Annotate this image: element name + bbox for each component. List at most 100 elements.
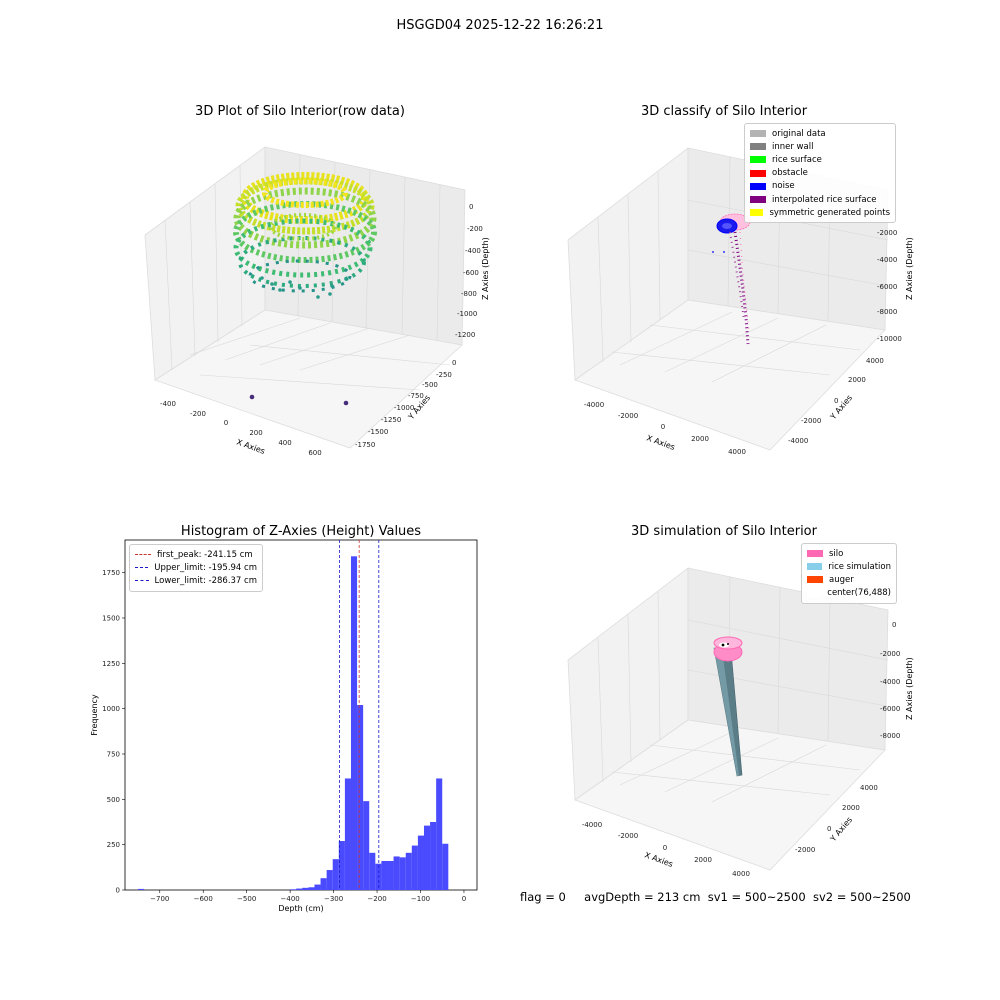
histogram-bar bbox=[381, 860, 388, 890]
p4-ytick: 0 bbox=[827, 825, 831, 833]
p2-xtick: 2000 bbox=[691, 435, 709, 443]
legend-line bbox=[135, 554, 151, 556]
panel1-axes-box bbox=[144, 146, 466, 449]
panel2-points bbox=[712, 213, 751, 345]
p1-ztick: -200 bbox=[467, 225, 483, 233]
histogram-bar bbox=[320, 878, 327, 890]
histogram-y-tick-label: 250 bbox=[107, 841, 120, 849]
p2-ytick: -2000 bbox=[801, 417, 821, 425]
histogram-bar bbox=[436, 778, 443, 890]
p2-xlabel: X Axies bbox=[645, 433, 676, 452]
histogram-bar bbox=[430, 821, 437, 890]
histogram-y-tick-label: 500 bbox=[107, 796, 120, 804]
legend-line bbox=[135, 580, 149, 582]
legend-entry: Upper_limit: -195.94 cm bbox=[135, 561, 257, 574]
histogram-y-ticks: 0 250 500 750 1000 1250 1500 1750 bbox=[102, 569, 125, 895]
legend-swatch bbox=[807, 589, 822, 597]
legend-swatch bbox=[807, 550, 823, 558]
histogram-bar bbox=[296, 888, 303, 890]
p1-ztick: -400 bbox=[465, 247, 481, 255]
panel1-title: 3D Plot of Silo Interior(row data) bbox=[195, 104, 405, 119]
p2-ztick: -8000 bbox=[877, 308, 897, 316]
legend-entry: auger bbox=[807, 573, 891, 586]
histogram-bar bbox=[393, 856, 400, 890]
histogram-bar bbox=[338, 841, 345, 890]
histogram-bar bbox=[290, 889, 297, 890]
p4-xtick: -2000 bbox=[618, 832, 638, 840]
status-flag: flag = 0 bbox=[520, 890, 566, 904]
panel4-title: 3D simulation of Silo Interior bbox=[631, 524, 817, 539]
p1-ytick: -1750 bbox=[355, 441, 375, 449]
legend-swatch bbox=[750, 169, 766, 177]
histogram-bar bbox=[423, 825, 431, 890]
histogram-bar bbox=[350, 556, 358, 890]
legend-swatch bbox=[807, 576, 823, 584]
p2-ytick: -4000 bbox=[788, 437, 808, 445]
legend-entry: first_peak: -241.15 cm bbox=[135, 548, 257, 561]
legend-entry: inner wall bbox=[750, 140, 890, 153]
panel4-simulation bbox=[713, 636, 743, 777]
histogram-x-tick-label: 0 bbox=[462, 895, 466, 903]
p2-xtick: 4000 bbox=[728, 448, 746, 456]
p4-xtick: 0 bbox=[663, 844, 667, 852]
p1-xtick: -200 bbox=[190, 410, 206, 418]
p1-ztick: -1200 bbox=[455, 331, 475, 339]
legend-entry: center(76,488) bbox=[807, 587, 891, 600]
panel2-ticks: -4000 -2000 0 2000 4000 4000 2000 0 -200… bbox=[584, 229, 902, 456]
legend-entry: symmetric generated points bbox=[750, 206, 890, 219]
legend-swatch bbox=[750, 156, 766, 164]
p4-ytick: 2000 bbox=[842, 804, 860, 812]
p1-ztick: 0 bbox=[469, 203, 473, 211]
p1-xlabel: X Axies bbox=[235, 437, 266, 456]
panel1-ring-points bbox=[233, 172, 377, 293]
p4-ytick: 4000 bbox=[860, 784, 878, 792]
panel4-legend: silo rice simulation auger center(76,488… bbox=[801, 543, 897, 604]
histogram-y-tick-label: 0 bbox=[116, 887, 120, 895]
p2-ylabel: Y Axies bbox=[828, 393, 854, 422]
histogram-x-tick-label: −700 bbox=[150, 895, 169, 903]
p4-ytick: -2000 bbox=[795, 846, 815, 854]
p2-ztick: -6000 bbox=[877, 283, 897, 291]
p2-zlabel: Z Axies (Depth) bbox=[905, 237, 914, 300]
p4-ztick: -4000 bbox=[880, 678, 900, 686]
histogram-x-tick-label: −300 bbox=[324, 895, 343, 903]
p4-ylabel: Y Axies bbox=[828, 815, 854, 844]
legend-entry: noise bbox=[750, 180, 890, 193]
histogram-bar bbox=[332, 859, 339, 890]
p1-ytick: -250 bbox=[436, 371, 452, 379]
histogram-bar bbox=[442, 843, 449, 890]
panel1-ticks: -400 -200 0 200 400 600 0 -250 -500 -750… bbox=[160, 203, 483, 457]
legend-swatch bbox=[750, 182, 766, 190]
legend-entry: rice simulation bbox=[807, 560, 891, 573]
p1-xtick: 600 bbox=[308, 449, 321, 457]
legend-entry: rice surface bbox=[750, 153, 890, 166]
legend-swatch bbox=[750, 209, 764, 217]
histogram-ylabel: Frequency bbox=[90, 694, 99, 736]
histogram-y-tick-label: 1000 bbox=[102, 705, 120, 713]
legend-swatch bbox=[750, 143, 766, 151]
histogram-y-tick-label: 1750 bbox=[102, 569, 120, 577]
histogram-bar bbox=[369, 852, 376, 890]
histogram-reference-lines bbox=[339, 540, 380, 890]
panel1-outlier-points bbox=[249, 394, 349, 406]
p1-ztick: -600 bbox=[463, 269, 479, 277]
panel2-legend: original data inner wall rice surface ob… bbox=[744, 123, 896, 224]
p1-ztick: -800 bbox=[461, 290, 477, 298]
figure-title: HSGGD04 2025-12-22 16:26:21 bbox=[396, 18, 604, 33]
histogram-bar bbox=[302, 887, 309, 890]
legend-entry: interpolated rice surface bbox=[750, 193, 890, 206]
histogram-bar bbox=[326, 870, 333, 890]
histogram-bar bbox=[344, 778, 351, 890]
histogram-bar bbox=[387, 860, 394, 890]
legend-entry: obstacle bbox=[750, 167, 890, 180]
histogram-bars bbox=[138, 556, 449, 890]
panel2-title: 3D classify of Silo Interior bbox=[640, 104, 808, 119]
p4-ztick: 0 bbox=[892, 621, 896, 629]
p2-ztick: -2000 bbox=[877, 229, 897, 237]
p1-ytick: 0 bbox=[452, 359, 456, 367]
p2-xtick: 0 bbox=[661, 423, 665, 431]
legend-swatch bbox=[750, 130, 766, 138]
p1-xtick: 0 bbox=[224, 419, 228, 427]
histogram-x-tick-label: −100 bbox=[411, 895, 430, 903]
histogram-x-tick-label: −500 bbox=[237, 895, 256, 903]
